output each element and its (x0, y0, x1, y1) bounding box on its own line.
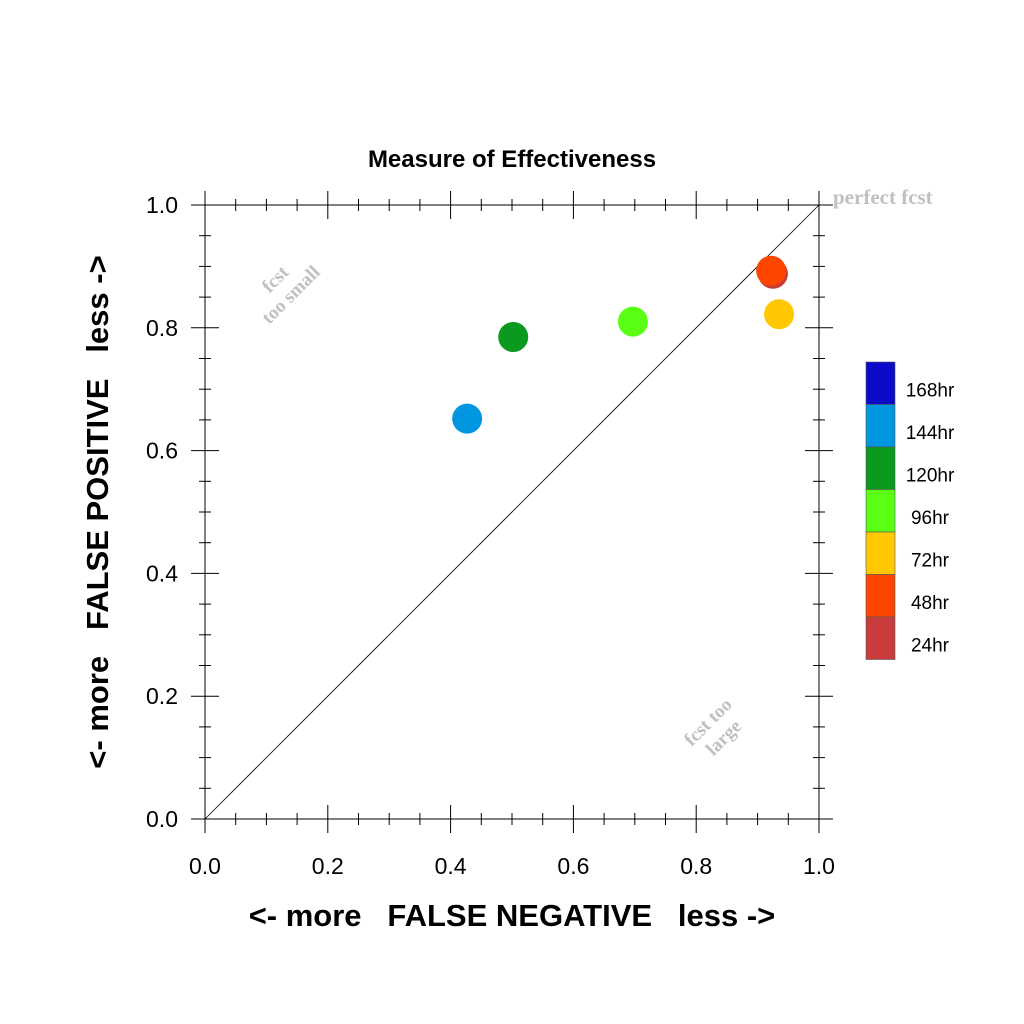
legend-label-24hr: 24hr (911, 636, 950, 657)
x-tick-label: 0.6 (557, 853, 589, 879)
legend-swatch-120hr (865, 446, 896, 490)
x-axis-label: <- more FALSE NEGATIVE less -> (249, 898, 776, 933)
axis-ticks (191, 191, 833, 833)
tick-labels: 0.0 0.2 0.4 0.6 0.8 1.0 0.0 0.2 0.4 0.6 0.8 1.0 (146, 192, 835, 879)
data-point-72hr (764, 299, 795, 330)
y-tick-label: 0.4 (146, 560, 178, 586)
legend-label-120hr: 120hr (906, 466, 955, 487)
legend-swatch-168hr (865, 361, 896, 405)
y-tick-label: 1.0 (146, 192, 178, 218)
perfect-forecast-line (204, 204, 820, 820)
legend-swatch-144hr (865, 404, 896, 448)
legend-swatch-96hr (865, 489, 896, 533)
data-point-96hr (617, 306, 648, 337)
legend-label-96hr: 96hr (911, 508, 950, 529)
legend-label-168hr: 168hr (906, 381, 955, 402)
legend-label-72hr: 72hr (911, 551, 950, 572)
legend-label-144hr: 144hr (906, 423, 955, 444)
y-axis-label: <- more FALSE POSITIVE less -> (80, 255, 115, 768)
x-tick-label: 0.8 (680, 853, 712, 879)
legend-swatch-24hr (865, 616, 896, 660)
data-point-48hr (756, 255, 787, 286)
y-tick-label: 0.6 (146, 438, 178, 464)
legend-swatch-72hr (865, 531, 896, 575)
legend-swatch-48hr (865, 574, 896, 618)
x-tick-label: 0.4 (435, 853, 467, 879)
chart-title: Measure of Effectiveness (368, 146, 656, 173)
x-tick-label: 0.0 (189, 853, 221, 879)
fcst-too-large-annotation: fcst too large (680, 694, 746, 760)
legend: 168hr 144hr 120hr 96hr 72hr 48hr 24hr (865, 361, 955, 660)
x-tick-label: 0.2 (312, 853, 344, 879)
data-points (452, 255, 795, 434)
y-tick-label: 0.8 (146, 315, 178, 341)
perfect-fcst-annotation: perfect fcst (833, 185, 933, 209)
fcst-too-small-annotation: fcst too small (258, 262, 325, 329)
y-tick-label: 0.2 (146, 683, 178, 709)
y-tick-label: 0.0 (146, 806, 178, 832)
x-tick-label: 1.0 (803, 853, 835, 879)
data-point-144hr (452, 403, 483, 434)
legend-label-48hr: 48hr (911, 593, 950, 614)
data-point-120hr (498, 322, 529, 353)
